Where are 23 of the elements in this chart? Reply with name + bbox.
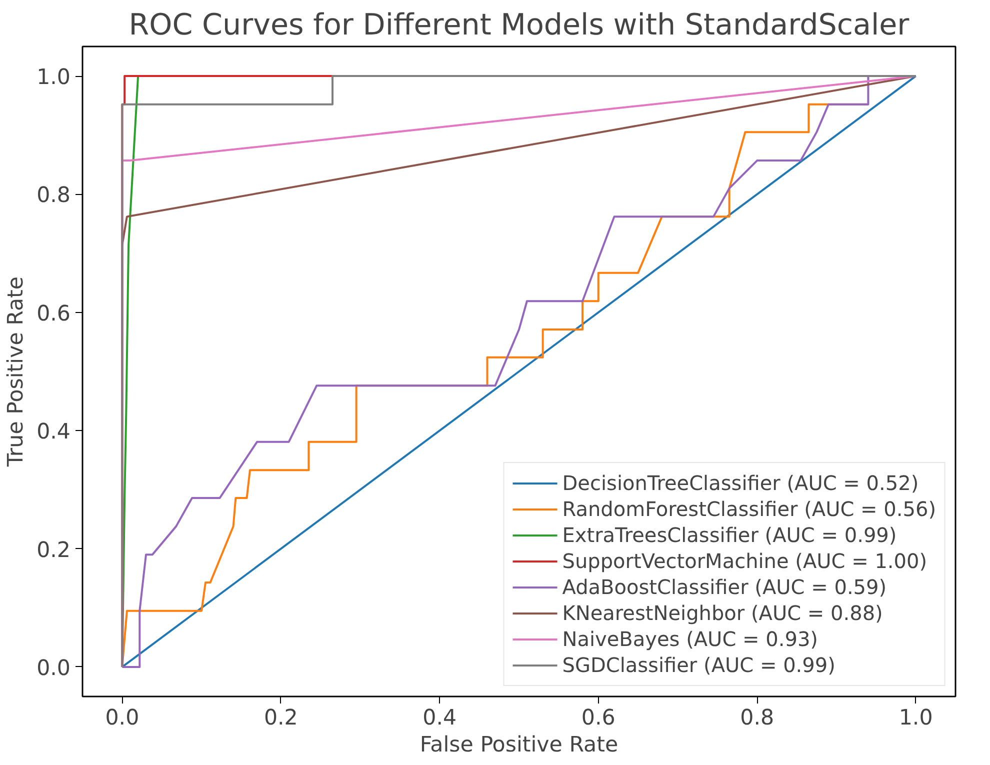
chart-title: ROC Curves for Different Models with StandardScaler bbox=[128, 8, 910, 42]
legend-label: SGDClassifier (AUC = 0.99) bbox=[562, 653, 836, 677]
y-axis-title: True Positive Rate bbox=[4, 276, 29, 468]
x-tick-label: 0.0 bbox=[105, 706, 140, 730]
legend-label: ExtraTreesClassifier (AUC = 0.99) bbox=[562, 523, 897, 547]
x-tick-label: 0.6 bbox=[581, 706, 616, 730]
y-tick-label: 0.2 bbox=[36, 538, 71, 563]
legend-label: AdaBoostClassifier (AUC = 0.59) bbox=[562, 575, 887, 599]
x-tick-label: 0.2 bbox=[264, 706, 298, 730]
x-axis-title: False Positive Rate bbox=[420, 732, 618, 758]
y-tick-label: 0.6 bbox=[36, 301, 71, 326]
y-tick-label: 0.4 bbox=[36, 420, 71, 445]
x-tick-label: 0.4 bbox=[422, 706, 457, 730]
legend-label: NaiveBayes (AUC = 0.93) bbox=[562, 627, 818, 651]
x-tick-label: 0.8 bbox=[740, 706, 774, 730]
legend-label: RandomForestClassifier (AUC = 0.56) bbox=[562, 497, 936, 521]
x-tick-label: 1.0 bbox=[898, 706, 933, 730]
y-tick-label: 0.0 bbox=[36, 656, 71, 681]
legend-label: KNearestNeighbor (AUC = 0.88) bbox=[562, 601, 883, 625]
legend-label: SupportVectorMachine (AUC = 1.00) bbox=[562, 549, 928, 573]
y-tick-label: 1.0 bbox=[36, 65, 71, 90]
legend-label: DecisionTreeClassifier (AUC = 0.52) bbox=[562, 471, 919, 495]
y-tick-label: 0.8 bbox=[36, 183, 71, 208]
